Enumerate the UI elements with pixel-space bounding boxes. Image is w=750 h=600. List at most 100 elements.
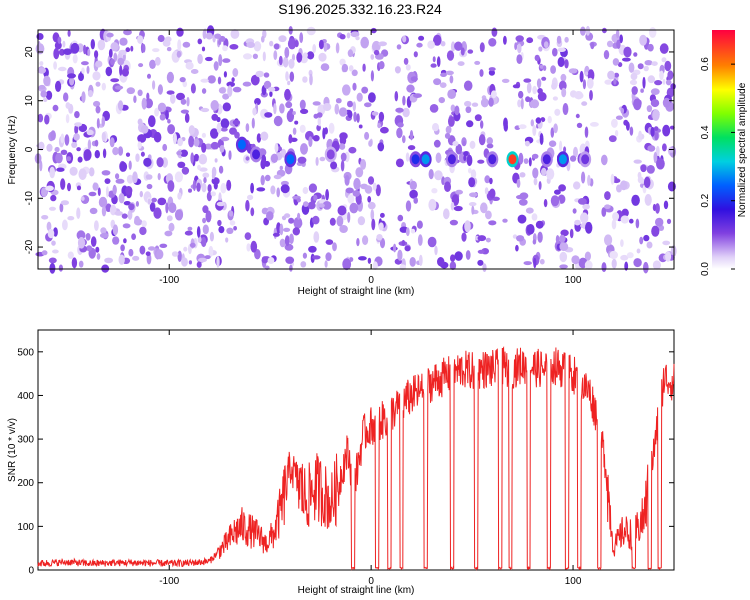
heatmap-cell <box>609 250 618 260</box>
heatmap-cell <box>165 110 169 120</box>
heatmap-cell <box>210 191 216 197</box>
heatmap-cell <box>273 115 283 127</box>
heatmap-feature <box>558 154 567 165</box>
heatmap-cell <box>193 138 200 147</box>
heatmap-cell <box>182 80 188 88</box>
heatmap-cell <box>479 42 485 53</box>
heatmap-cell <box>246 243 251 252</box>
heatmap-cell <box>666 218 672 224</box>
heatmap-cell <box>140 151 145 157</box>
heatmap-cell <box>530 119 534 127</box>
heatmap-cell <box>629 218 634 224</box>
heatmap-cell <box>339 34 346 40</box>
heatmap-cell <box>406 84 415 93</box>
heatmap-cell <box>104 178 111 185</box>
heatmap-cell <box>503 117 508 129</box>
heatmap-cell <box>302 252 307 259</box>
heatmap-cell <box>157 197 167 206</box>
heatmap-cell <box>370 27 377 34</box>
heatmap-cell <box>409 257 416 267</box>
heatmap-cell <box>303 201 309 208</box>
heatmap-cell <box>273 43 280 50</box>
heatmap-cell <box>449 75 454 84</box>
heatmap-cell <box>77 156 83 163</box>
heatmap-cell <box>444 132 451 139</box>
heatmap-cell <box>296 197 301 203</box>
heatmap-cell <box>132 255 140 261</box>
heatmap-cell <box>246 41 255 49</box>
heatmap-cell <box>197 38 203 45</box>
heatmap-cell <box>534 54 540 62</box>
heatmap-cell <box>360 36 370 49</box>
x-tick-label: 0 <box>368 275 374 286</box>
heatmap-cell <box>409 180 417 190</box>
heatmap-cell <box>523 78 532 83</box>
heatmap-cell <box>126 87 135 95</box>
heatmap-cell <box>130 45 134 52</box>
y-tick-label: 0 <box>24 146 35 152</box>
heatmap-cell <box>643 234 650 242</box>
heatmap-cell <box>153 131 162 143</box>
heatmap-cell <box>284 213 291 218</box>
heatmap-feature <box>411 154 420 165</box>
heatmap-cell <box>501 78 510 83</box>
heatmap-cell <box>283 227 291 232</box>
heatmap-cell <box>405 227 410 237</box>
heatmap-cell <box>264 112 273 118</box>
heatmap-cell <box>436 56 441 68</box>
heatmap-cell <box>410 76 418 82</box>
heatmap-cell <box>397 122 404 128</box>
heatmap-cell <box>208 245 214 258</box>
snr-series <box>37 345 675 571</box>
heatmap-cell <box>604 191 611 201</box>
heatmap-cell <box>662 79 666 85</box>
heatmap-cell <box>117 57 125 66</box>
heatmap-cell <box>45 185 54 192</box>
heatmap-cell <box>322 103 332 111</box>
heatmap-cell <box>352 101 356 112</box>
heatmap-cell <box>226 227 234 234</box>
heatmap-cell <box>318 39 324 50</box>
heatmap-cell <box>405 64 411 71</box>
heatmap-cell <box>528 157 532 167</box>
heatmap-cell <box>575 113 580 119</box>
heatmap-cell <box>181 257 188 267</box>
heatmap-cell <box>118 254 125 265</box>
heatmap-cell <box>637 63 644 70</box>
heatmap-cell <box>517 99 522 108</box>
heatmap-cell <box>358 256 367 261</box>
heatmap-cell <box>218 87 226 94</box>
snr-frame <box>37 329 675 571</box>
heatmap-cell <box>543 199 548 208</box>
heatmap-cell <box>462 141 466 146</box>
heatmap-cell <box>650 126 655 137</box>
heatmap-cell <box>96 118 100 129</box>
heatmap-cell <box>135 153 140 162</box>
heatmap-cell <box>168 222 175 232</box>
heatmap-cell <box>447 89 457 99</box>
heatmap-cell <box>176 50 182 58</box>
heatmap-cell <box>125 186 133 195</box>
heatmap-cell <box>622 57 631 62</box>
colorbar-tick-label: 0.2 <box>700 193 711 207</box>
heatmap-cell <box>474 60 481 65</box>
heatmap-cell <box>140 125 149 134</box>
heatmap-cell <box>652 109 660 121</box>
heatmap-cell <box>488 220 497 226</box>
heatmap-cell <box>202 205 209 214</box>
heatmap-cell <box>74 124 79 135</box>
heatmap-cell <box>342 258 352 271</box>
heatmap-cell <box>112 236 120 245</box>
heatmap-cell <box>467 49 474 54</box>
heatmap-cell <box>176 92 185 101</box>
heatmap-cell <box>222 45 228 52</box>
heatmap-cell <box>292 127 297 135</box>
heatmap-cell <box>570 155 577 162</box>
heatmap-cell <box>347 194 355 204</box>
heatmap-cell <box>646 105 653 113</box>
heatmap-cell <box>554 108 561 116</box>
heatmap-cell <box>165 202 169 214</box>
heatmap-cell <box>302 186 309 195</box>
heatmap-cell <box>40 90 47 98</box>
heatmap-cell <box>219 145 225 153</box>
